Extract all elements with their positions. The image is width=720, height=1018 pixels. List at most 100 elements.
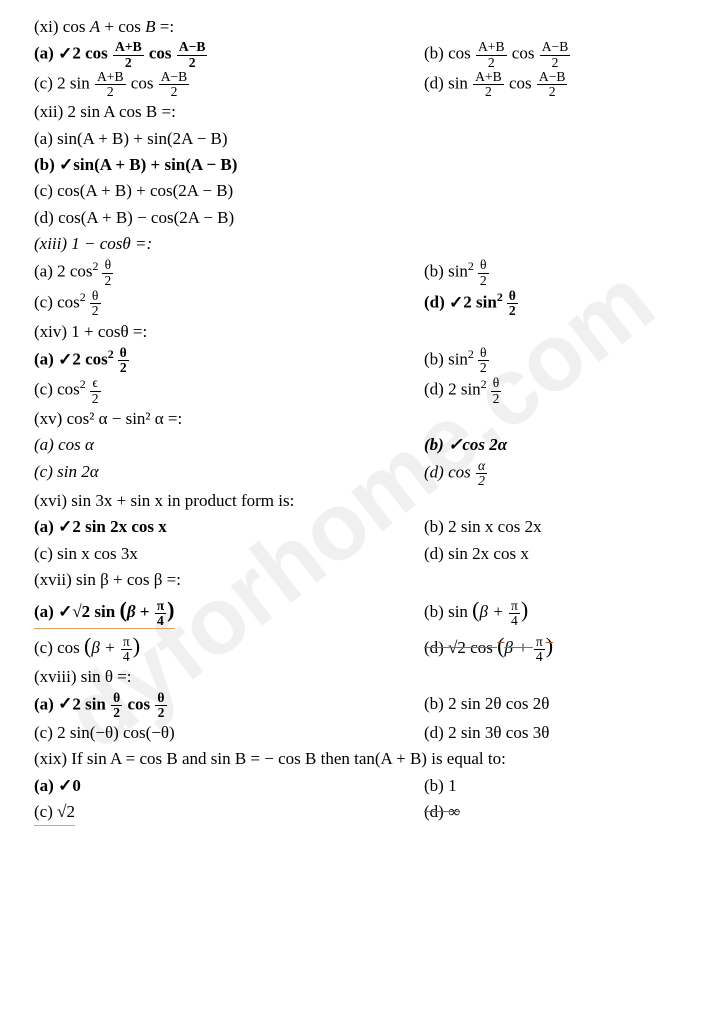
q-xix-opt-a: (a) 0 bbox=[34, 773, 424, 799]
den: 2 bbox=[113, 55, 144, 70]
q-xvi-prompt: (xvi) sin 3x + sin x in product form is: bbox=[34, 488, 720, 514]
check-icon bbox=[448, 435, 462, 454]
den: 2 bbox=[118, 360, 129, 375]
q-xi-prompt: (xi) cos A + cos B =: bbox=[34, 14, 720, 40]
text: cos 2α bbox=[462, 435, 507, 454]
q-xiii-opt-b: (b) sin2 θ2 bbox=[424, 257, 490, 288]
text: (c) 2 sin bbox=[34, 74, 94, 93]
var: β + bbox=[91, 638, 119, 657]
label: (a) bbox=[34, 350, 58, 369]
den: 2 bbox=[102, 273, 113, 288]
num: A+B bbox=[113, 40, 144, 54]
den: 2 bbox=[473, 84, 504, 99]
den: 2 bbox=[177, 55, 208, 70]
den: 2 bbox=[95, 84, 126, 99]
text: 2 sin bbox=[72, 694, 110, 713]
q-xviii-opt-c: (c) 2 sin(−θ) cos(−θ) bbox=[34, 720, 424, 746]
den: 2 bbox=[476, 473, 487, 488]
paren: ) bbox=[521, 597, 528, 622]
q-xvii-opt-b: (b) sin (β + π4) bbox=[424, 593, 528, 629]
check-icon bbox=[58, 602, 72, 621]
q-xv-opt-a: (a) cos α bbox=[34, 432, 424, 458]
text: (d) sin bbox=[424, 74, 472, 93]
q-xiv-opt-d: (d) 2 sin2 θ2 bbox=[424, 375, 502, 406]
text: (d) cos bbox=[424, 462, 475, 481]
q-xix-prompt: (xix) If sin A = cos B and sin B = − cos… bbox=[34, 746, 720, 772]
q-xv-opt-c: (c) sin 2α bbox=[34, 459, 424, 489]
text: 2 sin 2x cos x bbox=[72, 517, 166, 536]
num: π bbox=[534, 635, 545, 649]
paren: ( bbox=[119, 597, 126, 622]
text: 2 cos bbox=[72, 44, 112, 63]
den: 2 bbox=[491, 391, 502, 406]
den: 2 bbox=[111, 705, 122, 720]
q-xvii-opt-c: (c) cos (β + π4) bbox=[34, 629, 424, 664]
text: cos bbox=[505, 74, 536, 93]
text: √2 sin bbox=[72, 602, 119, 621]
q-xv-prompt: (xv) cos² α − sin² α =: bbox=[34, 406, 720, 432]
text: sin(A + B) + sin(A − B) bbox=[73, 155, 237, 174]
q-xiv-opt-c: (c) cos2 ϵ2 bbox=[34, 375, 424, 406]
den: 4 bbox=[509, 613, 520, 628]
den: 2 bbox=[90, 391, 101, 406]
q-xiii-opt-d: (d) 2 sin2 θ2 bbox=[424, 288, 519, 319]
text: cos bbox=[127, 74, 158, 93]
den: 2 bbox=[159, 84, 190, 99]
num: π bbox=[155, 599, 166, 613]
sup: 2 bbox=[80, 377, 89, 391]
num: θ bbox=[478, 258, 489, 272]
text: cos bbox=[508, 44, 539, 63]
sup: 2 bbox=[93, 259, 102, 273]
num: α bbox=[476, 459, 487, 473]
check-icon bbox=[58, 44, 72, 63]
sup: 2 bbox=[108, 347, 117, 361]
var: A bbox=[90, 17, 100, 36]
check-icon bbox=[59, 155, 73, 174]
num: ϵ bbox=[90, 376, 101, 390]
q-xiv-prompt: (xiv) 1 + cosθ =: bbox=[34, 319, 720, 345]
var: β + bbox=[480, 602, 508, 621]
text: cos bbox=[123, 694, 154, 713]
den: 4 bbox=[534, 649, 545, 664]
q-xii-prompt: (xii) 2 sin A cos B =: bbox=[34, 99, 720, 125]
text: (c) cos bbox=[34, 293, 80, 312]
q-xvi-opt-c: (c) sin x cos 3x bbox=[34, 541, 424, 567]
q-xix-opt-d: (d) ∞ bbox=[424, 799, 460, 826]
num: A−B bbox=[540, 40, 571, 54]
num: θ bbox=[491, 376, 502, 390]
label: (a) bbox=[34, 44, 58, 63]
var: β + bbox=[504, 638, 532, 657]
text: √2 cos bbox=[448, 638, 497, 657]
text: (xiii) 1 − cosθ =: bbox=[34, 234, 152, 253]
q-xii-opt-c: (c) cos(A + B) + cos(2A − B) bbox=[34, 178, 720, 204]
q-xviii-opt-d: (d) 2 sin 3θ cos 3θ bbox=[424, 720, 549, 746]
text: =: bbox=[156, 17, 175, 36]
text: (xi) cos bbox=[34, 17, 90, 36]
text: (b) sin bbox=[424, 350, 468, 369]
num: θ bbox=[155, 691, 166, 705]
q-xviii-opt-b: (b) 2 sin 2θ cos 2θ bbox=[424, 691, 549, 721]
var: β + bbox=[127, 602, 154, 621]
q-xviii-opt-a: (a) 2 sin θ2 cos θ2 bbox=[34, 691, 424, 721]
sup: 2 bbox=[80, 290, 89, 304]
num: θ bbox=[478, 346, 489, 360]
q-xi-opt-b: (b) cos A+B2 cos A−B2 bbox=[424, 40, 571, 70]
den: 2 bbox=[537, 84, 568, 99]
q-xvi-opt-b: (b) 2 sin x cos 2x bbox=[424, 514, 542, 540]
num: θ bbox=[118, 346, 129, 360]
q-xi-opt-d: (d) sin A+B2 cos A−B2 bbox=[424, 70, 568, 100]
q-xv-opt-b: (b) cos 2α bbox=[424, 432, 507, 458]
check-icon bbox=[449, 293, 463, 312]
q-xiii-opt-a: (a) 2 cos2 θ2 bbox=[34, 257, 424, 288]
num: A−B bbox=[177, 40, 208, 54]
text: (d) 2 sin bbox=[424, 380, 481, 399]
label: (b) bbox=[424, 435, 448, 454]
q-xv-opt-d: (d) cos α2 bbox=[424, 459, 488, 489]
paren: ) bbox=[546, 633, 553, 658]
num: θ bbox=[111, 691, 122, 705]
label: (a) bbox=[34, 694, 58, 713]
sup: 2 bbox=[468, 347, 477, 361]
den: 2 bbox=[90, 303, 101, 318]
den: 2 bbox=[478, 273, 489, 288]
num: A+B bbox=[95, 70, 126, 84]
